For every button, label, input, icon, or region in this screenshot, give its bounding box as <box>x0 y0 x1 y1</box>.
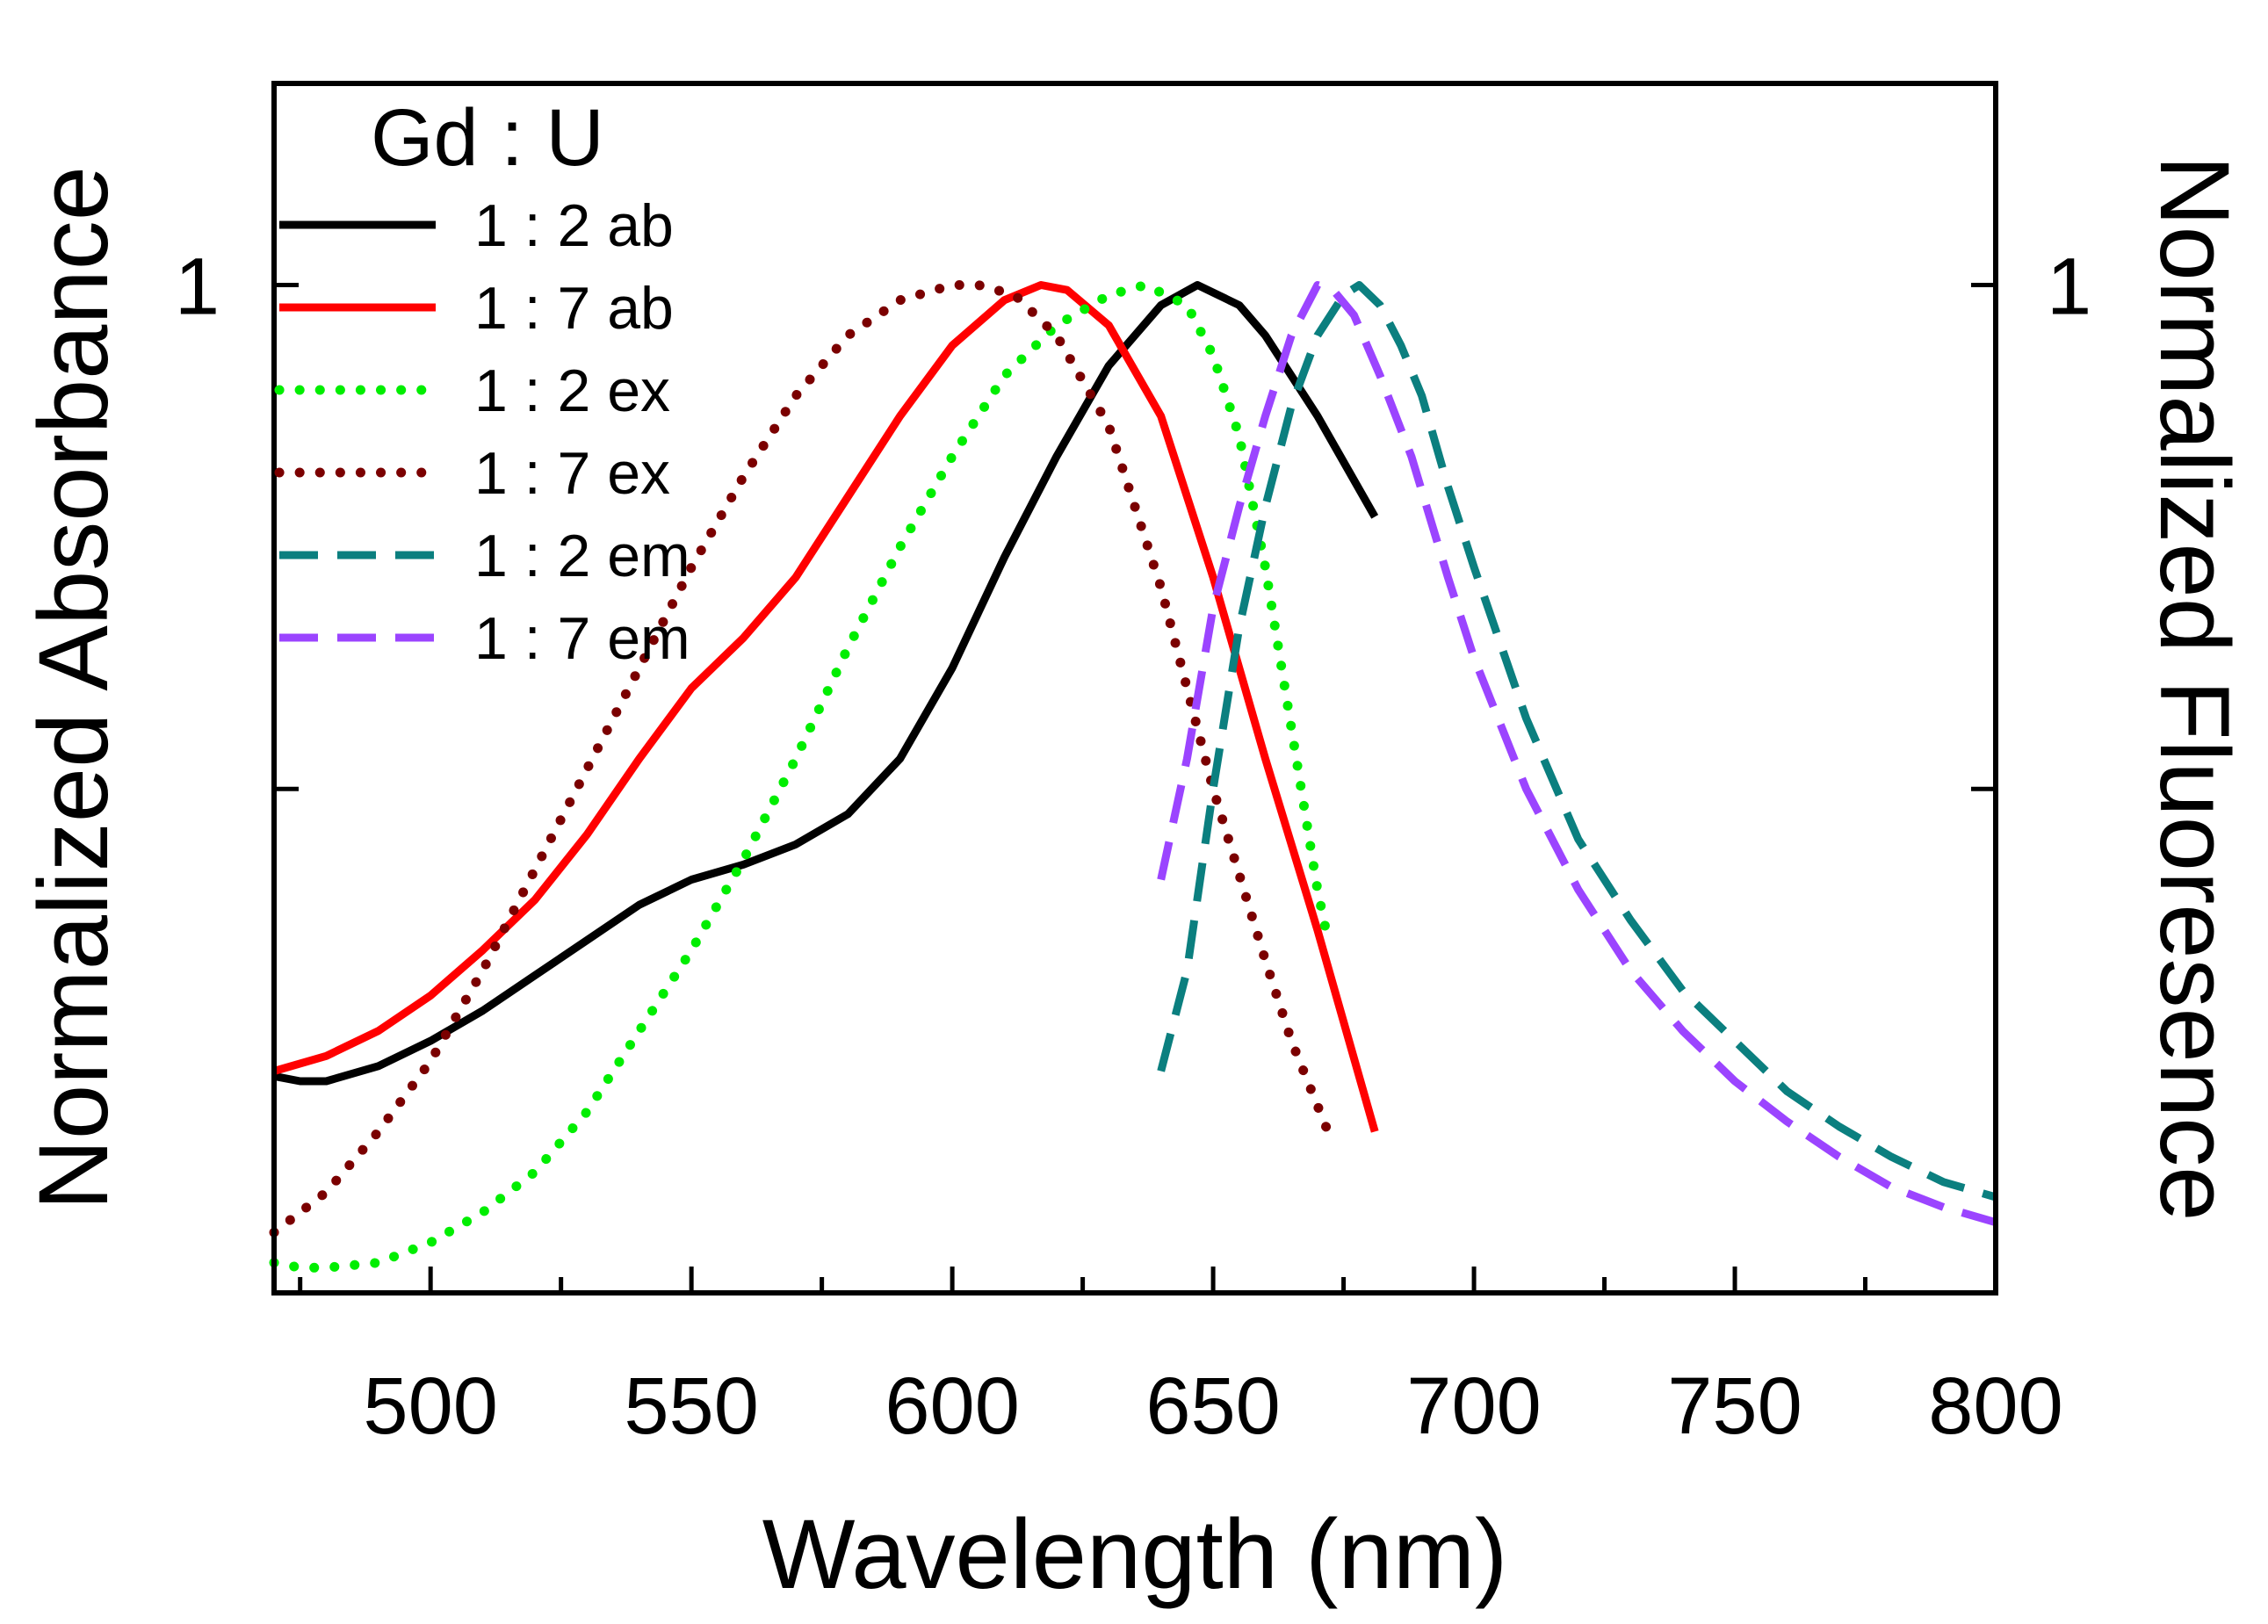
x-tick-label: 650 <box>1145 1361 1281 1451</box>
series-line-6 <box>1157 281 1997 1227</box>
x-tick-label: 550 <box>624 1361 759 1451</box>
series-line-4 <box>269 280 1333 1238</box>
legend-label-3: 1 : 2 ex <box>474 357 670 424</box>
x-axis-title: Wavelength (nm) <box>762 1499 1508 1609</box>
legend-label-2: 1 : 7 ab <box>474 275 674 342</box>
x-tick-label: 750 <box>1667 1361 1802 1451</box>
x-axis: 500 550 600 650 700 750 800 <box>298 1267 2063 1451</box>
x-tick-label: 500 <box>363 1361 498 1451</box>
legend-label-5: 1 : 2 em <box>474 523 690 589</box>
series-line-1 <box>273 281 1379 1086</box>
x-tick-label: 600 <box>885 1361 1020 1451</box>
plot-frame <box>271 81 1998 1296</box>
y-axis-right-title: Normalized Fluoresence <box>2140 155 2250 1222</box>
y-axis-left-title: Normalized Absorbance <box>18 166 128 1210</box>
legend-title: Gd : U <box>371 93 604 183</box>
legend: Gd : U 1 : 2 ab 1 : 7 ab 1 : 2 ex 1 : 7 ex 1… <box>274 93 690 672</box>
plot-lines <box>269 280 1997 1273</box>
series-line-2 <box>272 281 1379 1133</box>
series-line-3 <box>269 280 1333 1273</box>
y-right-tick-label: 1 <box>2047 242 2091 332</box>
x-tick-label: 800 <box>1928 1361 2063 1451</box>
y-axes <box>274 283 1996 791</box>
legend-label-6: 1 : 7 em <box>474 605 690 672</box>
x-tick-label: 700 <box>1406 1361 1542 1451</box>
legend-label-1: 1 : 2 ab <box>474 192 674 259</box>
legend-label-4: 1 : 7 ex <box>474 440 670 507</box>
series-line-5 <box>1157 281 1997 1202</box>
y-left-tick-label: 1 <box>175 242 220 332</box>
